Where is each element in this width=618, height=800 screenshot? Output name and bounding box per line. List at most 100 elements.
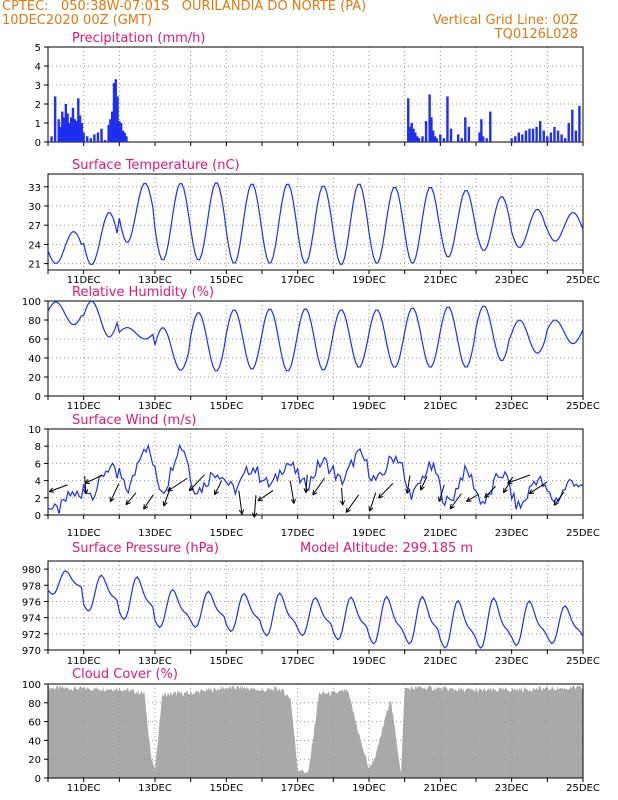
y-tick-label: 80 <box>28 316 41 327</box>
precip-bar <box>464 117 467 142</box>
y-tick-label: 30 <box>28 202 41 213</box>
x-tick-label: 11DEC <box>67 656 101 667</box>
x-tick-label: 13DEC <box>138 401 172 412</box>
wind-arrow-head <box>528 489 535 495</box>
wind-arrow <box>503 476 514 493</box>
precip-bar <box>489 111 492 142</box>
precip-bar <box>446 96 449 142</box>
precip-bar <box>467 126 471 142</box>
y-tick-label: 4 <box>35 62 41 73</box>
wind-arrow <box>84 475 103 484</box>
precip-bar <box>578 105 581 142</box>
x-tick-label: 25DEC <box>566 783 600 794</box>
y-tick-label: 0 <box>35 392 41 403</box>
wind-arrow <box>341 487 344 506</box>
y-tick-label: 970 <box>22 646 41 657</box>
precip-bar <box>73 119 76 142</box>
precip-bar <box>480 119 483 142</box>
precip-bar <box>521 134 524 142</box>
precip-bar <box>93 134 96 142</box>
precip-bar <box>424 121 428 142</box>
y-tick-label: 4 <box>35 477 41 488</box>
wind-arrow <box>49 484 68 493</box>
precip-bar <box>449 128 453 142</box>
precip-bar <box>414 132 417 142</box>
precip-bar <box>514 136 517 142</box>
precip-bar <box>546 136 549 142</box>
x-tick-label: 21DEC <box>423 528 457 539</box>
x-tick-label: 15DEC <box>209 401 243 412</box>
x-tick-label: 17DEC <box>281 528 315 539</box>
panel-frame <box>47 683 584 779</box>
x-tick-label: 21DEC <box>423 275 457 286</box>
x-tick-label: 11DEC <box>67 401 101 412</box>
y-tick-label: 5 <box>35 43 41 54</box>
precip-bar <box>535 126 538 142</box>
precip-bar <box>410 123 413 142</box>
precip-bar <box>549 132 553 142</box>
precip-bar <box>571 109 574 142</box>
precip-bar <box>107 124 110 142</box>
x-tick-label: 19DEC <box>352 656 386 667</box>
y-tick-label: 0 <box>35 774 41 785</box>
precip-bar <box>57 119 60 142</box>
series-line <box>47 300 584 372</box>
y-tick-label: 3 <box>35 81 41 92</box>
wind-arrow <box>167 477 188 492</box>
precip-bar <box>553 126 556 142</box>
x-tick-label: 23DEC <box>495 656 529 667</box>
x-tick-label: 19DEC <box>352 401 386 412</box>
x-tick-label: 23DEC <box>495 528 529 539</box>
wind-arrow-head <box>484 492 490 499</box>
x-tick-label: 15DEC <box>209 275 243 286</box>
x-tick-label: 25DEC <box>566 275 600 286</box>
wind-arrow <box>125 492 137 506</box>
precip-bar <box>563 138 567 142</box>
precip-bar <box>415 136 419 142</box>
precip-bar <box>408 126 412 142</box>
wind-arrow-head <box>125 499 131 506</box>
y-tick-label: 972 <box>22 630 41 641</box>
precip-bar <box>59 126 62 142</box>
precip-bar <box>50 136 53 142</box>
panel-title: Cloud Cover (%) <box>72 667 178 682</box>
x-tick-label: 17DEC <box>281 783 315 794</box>
x-tick-label: 23DEC <box>495 275 529 286</box>
x-tick-label: 15DEC <box>209 656 243 667</box>
wind-arrow <box>466 493 479 502</box>
precip-bar <box>407 98 410 142</box>
precip-bar <box>100 128 103 142</box>
precip-bar <box>69 117 73 142</box>
wind-arrow-head <box>437 496 443 502</box>
precip-bar <box>430 117 433 142</box>
x-tick-label: 21DEC <box>423 401 457 412</box>
wind-arrow <box>188 474 205 492</box>
wind-arrow <box>406 475 411 494</box>
y-tick-label: 6 <box>35 459 41 470</box>
precip-bar <box>456 134 460 142</box>
precip-bar <box>121 130 125 142</box>
x-tick-label: 23DEC <box>495 783 529 794</box>
precip-bar <box>560 134 563 142</box>
precip-bar <box>421 136 424 142</box>
wind-arrow <box>378 483 394 499</box>
x-tick-label: 19DEC <box>352 783 386 794</box>
x-tick-label: 13DEC <box>138 656 172 667</box>
x-tick-label: 11DEC <box>67 275 101 286</box>
wind-arrow-head <box>449 503 455 510</box>
wind-arrow-head <box>167 486 173 492</box>
panel-frame <box>47 428 584 516</box>
grid-note: Vertical Grid Line: 00Z <box>432 13 578 28</box>
precip-bar <box>64 104 68 142</box>
x-tick-label: 13DEC <box>138 783 172 794</box>
panel-frame <box>47 560 584 651</box>
precip-bar <box>531 128 535 142</box>
x-tick-label: 21DEC <box>423 783 457 794</box>
y-tick-label: 100 <box>22 297 41 308</box>
panel-frame <box>47 173 584 271</box>
y-tick-label: 60 <box>28 335 41 346</box>
x-tick-label: 13DEC <box>138 528 172 539</box>
precip-bar <box>123 132 126 142</box>
precip-bar <box>53 96 57 142</box>
